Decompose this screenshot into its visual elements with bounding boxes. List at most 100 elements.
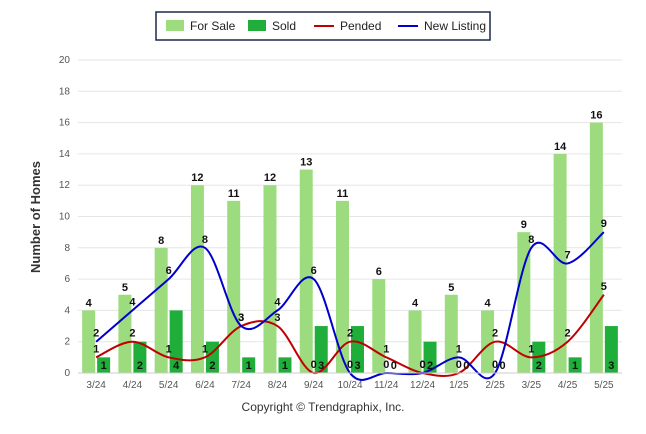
data-labels: 4152841221111211331136042504092141163121… [86, 110, 615, 372]
data-label: 2 [492, 328, 498, 340]
y-tick-label: 8 [64, 243, 70, 254]
data-label: 11 [337, 188, 349, 200]
data-label: 2 [347, 328, 353, 340]
y-tick-label: 18 [59, 86, 71, 97]
data-label: 5 [448, 282, 454, 294]
legend-label: Sold [272, 19, 296, 33]
y-tick-label: 16 [59, 118, 71, 129]
bar-sold [278, 357, 292, 373]
data-label: 0 [391, 360, 397, 372]
data-label: 16 [590, 110, 602, 122]
data-label: 4 [173, 360, 180, 372]
data-label: 12 [191, 172, 203, 184]
x-tick-label: 6/24 [195, 380, 215, 391]
x-tick-label: 10/24 [337, 380, 362, 391]
bar-sold [351, 326, 364, 373]
x-tick-label: 7/24 [231, 380, 251, 391]
data-label: 8 [158, 235, 164, 247]
data-label: 1 [572, 360, 578, 372]
bar-sold [242, 357, 256, 373]
data-label: 1 [93, 343, 99, 355]
data-label: 9 [601, 218, 607, 230]
x-tick-label: 3/24 [86, 380, 106, 391]
x-tick-label: 8/24 [268, 380, 288, 391]
bar-for-sale [517, 232, 531, 373]
data-label: 4 [129, 296, 136, 308]
bar-for-sale [553, 153, 567, 373]
bar-for-sale [299, 169, 313, 373]
data-label: 0 [463, 360, 469, 372]
data-label: 1 [383, 343, 389, 355]
x-tick-label: 2/25 [485, 380, 505, 391]
x-tick-label: 4/24 [123, 380, 143, 391]
x-tick-label: 12/24 [410, 380, 435, 391]
legend-pended: Pended [314, 19, 381, 33]
data-label: 5 [601, 281, 607, 293]
y-tick-label: 6 [64, 274, 70, 285]
y-tick-label: 4 [64, 305, 70, 316]
data-label: 4 [274, 296, 281, 308]
bar-sold [604, 326, 618, 373]
bar-sold [568, 357, 582, 373]
y-tick-label: 2 [64, 337, 70, 348]
bar-sold [423, 341, 437, 373]
data-label: 13 [300, 157, 312, 169]
data-label: 11 [228, 188, 240, 200]
legend: For Sale Sold Pended New Listing [155, 11, 491, 41]
x-tick-label: 11/24 [374, 380, 399, 391]
data-label: 6 [376, 266, 382, 278]
legend-new-listing: New Listing [398, 19, 486, 33]
x-tick-label: 3/25 [522, 380, 542, 391]
bar-for-sale [481, 310, 495, 373]
data-label: 14 [554, 141, 567, 153]
legend-label: For Sale [190, 19, 236, 33]
data-label: 0 [456, 359, 462, 371]
x-tick-label: 5/25 [594, 380, 614, 391]
bar-for-sale [336, 200, 349, 373]
bar-sold [314, 326, 328, 373]
y-axis-ticks: 0 2 4 6 8 10 12 14 16 18 20 [59, 55, 71, 379]
data-label: 4 [485, 297, 492, 309]
data-label: 8 [202, 234, 208, 246]
x-axis-ticks: 3/24 4/24 5/24 6/24 7/24 8/24 9/24 10/24 11/24 12… [78, 372, 622, 391]
x-tick-label: 9/24 [304, 380, 324, 391]
x-tick-label: 1/25 [449, 380, 469, 391]
data-label: 4 [86, 297, 93, 309]
bar-for-sale [190, 185, 204, 373]
data-label: 0 [500, 360, 506, 372]
bar-sold [97, 357, 111, 373]
data-label: 1 [166, 343, 172, 355]
data-label: 7 [565, 249, 571, 261]
data-label: 4 [412, 297, 419, 309]
y-tick-label: 12 [59, 180, 71, 191]
data-label: 1 [101, 360, 107, 372]
bar-for-sale [589, 122, 603, 373]
data-label: 2 [129, 328, 135, 340]
data-label: 2 [209, 360, 215, 372]
data-label: 1 [202, 343, 208, 355]
data-label: 0 [419, 359, 425, 371]
legend-swatch [166, 20, 184, 31]
legend-label: New Listing [424, 19, 486, 33]
data-label: 3 [354, 360, 360, 372]
legend-for-sale: For Sale [166, 19, 236, 33]
bar-for-sale [408, 310, 422, 373]
bars [82, 122, 618, 373]
data-label: 3 [608, 360, 614, 372]
data-label: 0 [419, 359, 425, 371]
y-axis-title: Number of Homes [28, 161, 43, 273]
x-tick-label: 4/25 [558, 380, 578, 391]
data-label: 3 [274, 312, 280, 324]
x-tick-label: 5/24 [159, 380, 179, 391]
data-label: 6 [311, 265, 317, 277]
data-label: 8 [528, 234, 534, 246]
copyright-text: Copyright © Trendgraphix, Inc. [241, 400, 405, 414]
data-label: 3 [318, 360, 324, 372]
data-label: 1 [246, 360, 252, 372]
data-label: 5 [122, 282, 128, 294]
data-label: 2 [137, 360, 143, 372]
data-label: 0 [383, 359, 389, 371]
data-label: 2 [565, 328, 571, 340]
data-label: 9 [521, 219, 527, 231]
